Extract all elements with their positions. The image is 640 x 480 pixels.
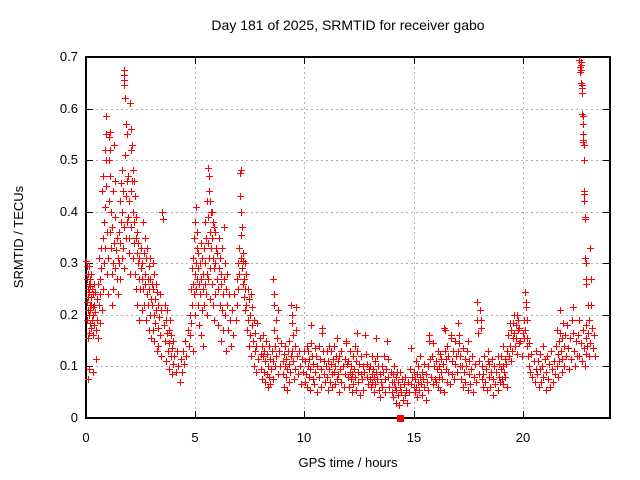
y-tick-label: 0.4 [59, 204, 78, 219]
x-tick-label: 0 [82, 430, 90, 445]
x-tick-label: 10 [296, 430, 312, 445]
x-tick-label: 5 [191, 430, 199, 445]
x-tick-label: 15 [406, 430, 422, 445]
y-tick-label: 0.7 [59, 49, 78, 64]
y-tick-label: 0 [70, 410, 78, 425]
y-tick-label: 0.2 [59, 307, 78, 322]
x-axis-label: GPS time / hours [298, 455, 398, 470]
x-tick-label: 20 [515, 430, 531, 445]
y-tick-label: 0.6 [59, 101, 78, 116]
chart-title: Day 181 of 2025, SRMTID for receiver gab… [211, 17, 485, 33]
y-axis-label: SRMTID / TECUs [11, 185, 26, 289]
plot-border [85, 56, 611, 419]
flagged-point-marker [397, 415, 404, 422]
y-tick-label: 0.5 [59, 152, 78, 167]
data-points [83, 57, 599, 409]
y-tick-label: 0.3 [59, 255, 78, 270]
y-tick-label: 0.1 [59, 358, 78, 373]
